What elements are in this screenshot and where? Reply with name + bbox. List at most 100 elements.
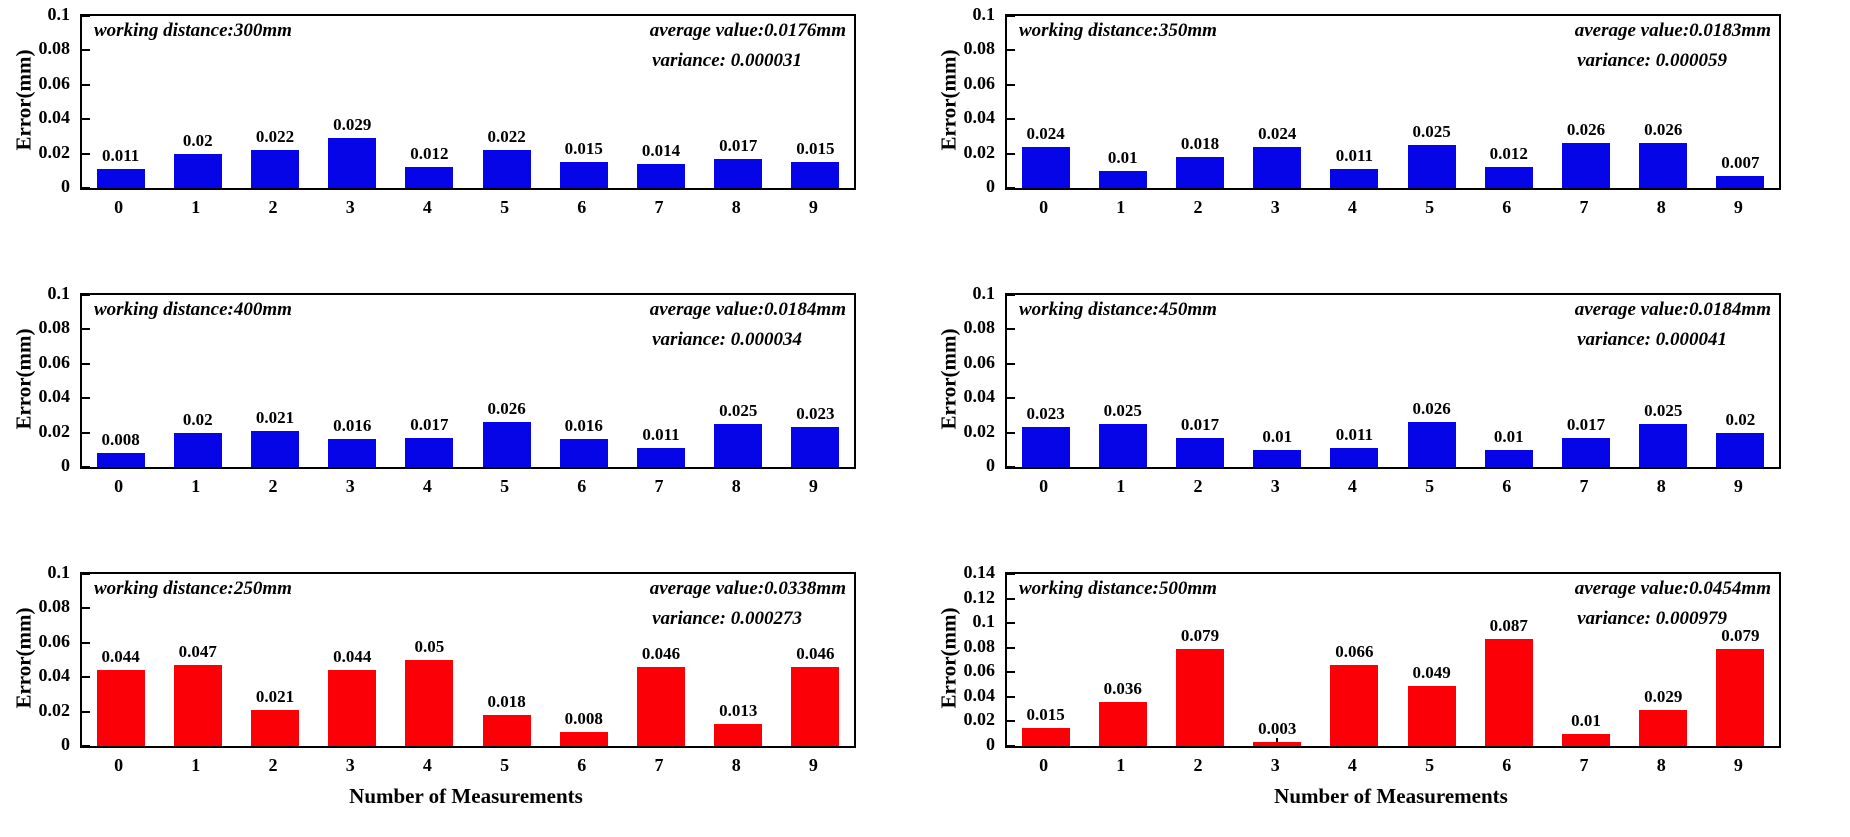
x-tick-label: 6: [1502, 755, 1512, 775]
bar-measurement-3: [1253, 449, 1302, 467]
bar-measurement-0: [1021, 727, 1070, 746]
y-tick-label: 0.08: [38, 38, 71, 59]
bar-value-label: 0.022: [255, 127, 295, 147]
x-tick-label: 2: [268, 197, 278, 217]
y-axis-title: Error(mm): [11, 328, 36, 430]
x-tick-label: 3: [345, 755, 355, 775]
bar-value-label: 0.01: [1493, 426, 1524, 446]
y-tick-label: 0.06: [963, 660, 996, 681]
bar-value-label: 0.012: [410, 144, 449, 164]
bar-value-label: 0.025: [1103, 401, 1142, 420]
bar-value-label: 0.018: [1180, 134, 1220, 154]
x-tick-label: 9: [1733, 755, 1743, 775]
y-tick-label: 0.06: [38, 351, 71, 372]
y-axis-title: Error(mm): [936, 49, 961, 151]
x-tick-label: 9: [808, 476, 818, 496]
y-tick-label: 0: [986, 734, 995, 754]
y-tick-mark: [82, 294, 90, 296]
variance-annotation: variance: 0.000034: [652, 329, 802, 350]
bar-value-label: 0.008: [564, 709, 603, 729]
variance-annotation: variance: 0.000059: [1577, 50, 1727, 71]
bar-measurement-8: [1639, 143, 1688, 188]
x-tick-label: 4: [422, 755, 432, 775]
x-tick-label: 6: [577, 476, 587, 496]
x-tick-label: 7: [654, 755, 664, 775]
x-axis-title: Number of Measurements: [1274, 784, 1508, 808]
bar-value-label: 0.079: [1721, 625, 1760, 645]
average-value-annotation: average value:0.0454mm: [1574, 578, 1771, 599]
y-tick-mark: [82, 187, 90, 189]
x-tick-label: 5: [500, 755, 510, 775]
average-value-annotation: average value:0.0183mm: [1574, 20, 1771, 41]
bar-value-label: 0.046: [796, 643, 835, 663]
bar-value-label: 0.017: [410, 414, 449, 434]
y-tick-label: 0.1: [47, 562, 71, 582]
y-tick-mark: [1007, 466, 1015, 468]
bar-value-label: 0.012: [1489, 144, 1528, 164]
bar-measurement-0: [96, 670, 145, 746]
bar-value-label: 0.015: [796, 139, 835, 159]
y-tick-label: 0.04: [38, 665, 71, 686]
bar-measurement-5: [1407, 685, 1456, 746]
y-tick-label: 0.04: [963, 386, 996, 407]
working-distance-annotation: working distance:250mm: [94, 578, 292, 599]
x-tick-label: 8: [731, 197, 741, 217]
bar-value-label: 0.015: [1026, 704, 1065, 724]
bar-measurement-8: [714, 158, 763, 188]
y-tick-label: 0: [61, 455, 70, 475]
bar-value-label: 0.025: [719, 401, 758, 420]
bar-measurement-8: [1639, 424, 1688, 467]
bar-value-label: 0.008: [101, 430, 140, 450]
y-tick-label: 0.02: [38, 420, 71, 441]
y-tick-label: 0.1: [972, 4, 996, 24]
y-axis-title: Error(mm): [11, 49, 36, 151]
y-tick-mark: [82, 676, 90, 679]
bar-measurement-6: [1484, 639, 1533, 746]
y-tick-label: 0.06: [38, 630, 71, 651]
bar-measurement-6: [559, 162, 608, 188]
bar-measurement-9: [791, 666, 840, 746]
bar-measurement-6: [1484, 167, 1533, 188]
chart-panel-working-distance-500: 0 0.02 0.04 0.06 0.08 0.1 0.12 0.14 0 1 2 3 4 5 6 7 8 9 Er…: [925, 558, 1850, 837]
bar-value-label: 0.025: [1412, 122, 1451, 141]
y-tick-label: 0.08: [38, 317, 71, 338]
bar-measurement-6: [1484, 449, 1533, 467]
x-tick-label: 9: [1733, 476, 1743, 496]
bar-measurement-3: [1253, 146, 1302, 188]
variance-annotation: variance: 0.000273: [652, 608, 802, 629]
bar-measurement-4: [405, 660, 454, 746]
y-tick-label: 0.04: [38, 386, 71, 407]
x-tick-label: 6: [1502, 197, 1512, 217]
y-tick-label: 0.02: [38, 141, 71, 162]
x-axis-title: Number of Measurements: [349, 784, 583, 808]
bar-value-label: 0.017: [719, 135, 758, 155]
bar-measurement-2: [1176, 437, 1224, 467]
plot-area: 0.044 0.047 0.021 0.044 0.05 0.018 0.008 0.046 0…: [80, 572, 856, 748]
y-axis-title: Error(mm): [936, 328, 961, 430]
bar-value-label: 0.026: [1644, 120, 1683, 140]
x-tick-label: 8: [1656, 197, 1666, 217]
y-tick-mark: [82, 431, 90, 434]
x-tick-label: 4: [422, 197, 432, 217]
chart-panel-working-distance-250: 0 0.02 0.04 0.06 0.08 0.1 0 1 2 3 4 5 6 7 8 9 Error(mm) N…: [0, 558, 925, 837]
x-tick-label: 1: [191, 755, 201, 775]
x-tick-label: 1: [1116, 476, 1126, 496]
average-value-annotation: average value:0.0184mm: [1574, 299, 1771, 320]
bar-measurement-9: [791, 162, 840, 188]
x-tick-label: 1: [191, 197, 201, 217]
x-tick-label: 2: [1193, 476, 1203, 496]
x-tick-label: 0: [1039, 476, 1049, 496]
y-tick-label: 0.02: [963, 709, 996, 730]
y-tick-label: 0.04: [963, 107, 996, 128]
bar-measurement-4: [1330, 448, 1379, 467]
working-distance-annotation: working distance:350mm: [1019, 20, 1217, 41]
bar-value-label: 0.025: [1644, 401, 1683, 420]
bar-value-label: 0.013: [719, 700, 758, 720]
x-tick-label: 2: [1193, 197, 1203, 217]
variance-annotation: variance: 0.000031: [652, 50, 802, 71]
bar-value-label: 0.026: [1412, 399, 1451, 419]
x-tick-label: 0: [1039, 197, 1049, 217]
x-tick-label: 3: [1270, 476, 1280, 496]
y-tick-mark: [1007, 597, 1015, 600]
